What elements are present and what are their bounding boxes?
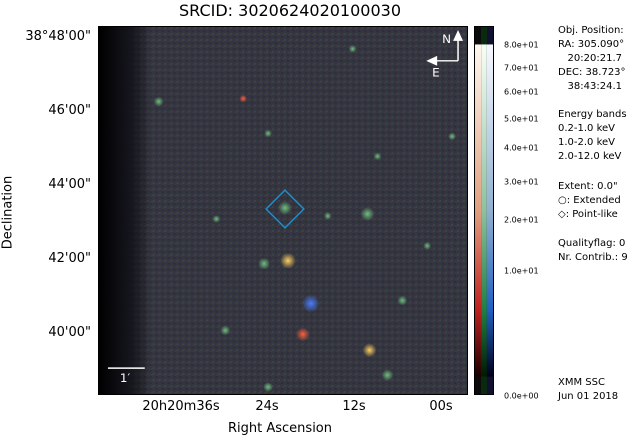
colorbar-tick-label: 8.0e+01 xyxy=(504,40,539,50)
colorbar-tick-label: 2.0e+01 xyxy=(504,215,539,225)
colorbar-tick-label: 7.0e+01 xyxy=(504,63,539,73)
ra-tick-label: 24s xyxy=(255,399,279,414)
source-marker-diamond[interactable] xyxy=(265,189,305,229)
compass-north-label: N xyxy=(442,32,451,46)
ra-tick-label: 12s xyxy=(342,399,366,414)
compass: N E xyxy=(426,29,464,80)
colorbar-tick-label: 6.0e+01 xyxy=(504,87,539,97)
colorbar-tick-label: 3.0e+01 xyxy=(504,177,539,187)
footer-date: Jun 01 2018 xyxy=(558,391,619,402)
footer-catalog: XMM SSC xyxy=(558,377,605,388)
info-extent: Extent: 0.0" xyxy=(558,181,618,192)
sky-image[interactable]: N E 1′ xyxy=(98,26,468,395)
colorbar xyxy=(474,26,494,395)
colorbar-tick-label: 1.0e+01 xyxy=(504,266,539,276)
info-band: 0.2-1.0 keV xyxy=(558,123,616,134)
y-axis-label: Declination xyxy=(0,175,16,250)
xray-sources xyxy=(153,44,457,393)
scale-bar: 1′ xyxy=(107,367,145,385)
compass-east-label: E xyxy=(432,66,440,80)
info-band: 2.0-12.0 keV xyxy=(558,151,622,162)
dec-tick-label: 42'00" xyxy=(48,251,91,266)
dec-tick-label: 46'00" xyxy=(48,103,91,118)
x-axis-label: Right Ascension xyxy=(228,421,332,436)
info-ra-deg: RA: 305.090° xyxy=(558,39,625,50)
dec-tick-label: 44'00" xyxy=(48,177,91,192)
info-band: 1.0-2.0 keV xyxy=(558,137,616,148)
colorbar-tick-label: 0.0e+00 xyxy=(504,391,539,401)
ra-tick-label: 00s xyxy=(429,399,453,414)
info-ra-hms: 20:20:21.7 xyxy=(558,53,622,64)
info-dec-deg: DEC: 38.723° xyxy=(558,67,626,78)
info-qualityflag: Qualityflag: 0 xyxy=(558,238,626,249)
info-position-header: Obj. Position: xyxy=(558,25,624,36)
colorbar-tick-label: 4.0e+01 xyxy=(504,143,539,153)
colorbar-tick-label: 5.0e+01 xyxy=(504,114,539,124)
ra-tick-label: 20h20m36s xyxy=(142,399,220,414)
info-legend-extended: ○: Extended xyxy=(558,195,621,206)
dec-tick-label: 40'00" xyxy=(48,325,91,340)
info-dec-dms: 38:43:24.1 xyxy=(558,81,622,92)
dec-tick-label: 38°48'00" xyxy=(25,29,91,44)
info-legend-pointlike: ◇: Point-like xyxy=(558,209,618,220)
info-bands-header: Energy bands: xyxy=(558,109,627,120)
info-contrib: Nr. Contrib.: 9 xyxy=(558,252,627,263)
scale-bar-label: 1′ xyxy=(120,371,131,385)
plot-title: SRCID: 3020624020100030 xyxy=(178,1,402,20)
